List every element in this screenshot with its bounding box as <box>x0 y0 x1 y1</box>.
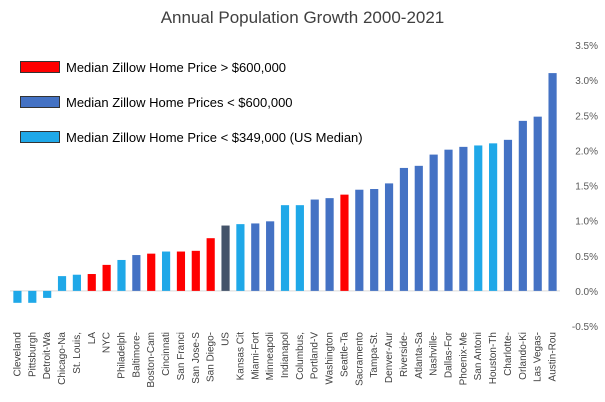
bar <box>191 250 200 291</box>
legend-label: Median Zillow Home Price < $349,000 (US … <box>66 129 363 145</box>
bar <box>384 183 394 291</box>
bar <box>355 189 364 291</box>
x-tick-label: US <box>221 332 232 346</box>
bar <box>280 205 290 291</box>
x-tick-label: LA <box>87 332 98 345</box>
x-tick-label: Miami-Fort <box>250 332 261 380</box>
bar <box>28 290 37 303</box>
y-tick-label: 1.5% <box>575 182 598 193</box>
bar <box>503 139 513 291</box>
bar <box>414 165 423 291</box>
bar <box>444 149 453 291</box>
x-tick-label: Minneapoli <box>265 332 276 380</box>
x-tick-label: Columbus, <box>295 332 306 380</box>
x-tick-label: Kansas Cit <box>235 332 246 381</box>
bar <box>161 251 171 291</box>
bar <box>43 290 52 298</box>
bar <box>221 225 230 291</box>
chart-title: Annual Population Growth 2000-2021 <box>160 8 445 27</box>
x-tick-label: Phoenix-Me <box>458 332 469 386</box>
bar <box>236 224 245 291</box>
x-tick-label: San Franci <box>176 332 187 380</box>
x-tick-label: Charlotte- <box>503 332 514 376</box>
bar <box>102 264 111 291</box>
x-tick-label: Austin-Rou <box>548 332 559 381</box>
legend-label: Median Zillow Home Prices < $600,000 <box>66 94 293 110</box>
bar <box>518 120 527 291</box>
x-tick-label: St. Louis, <box>72 332 83 374</box>
bar <box>266 221 275 291</box>
x-tick-label: Washington <box>325 332 336 384</box>
bar <box>399 167 409 291</box>
legend-label: Median Zillow Home Price > $600,000 <box>66 59 287 75</box>
bar <box>340 194 349 291</box>
x-tick-label: Cleveland <box>12 332 23 376</box>
x-tick-label: Nashville- <box>429 332 440 376</box>
x-tick-label: NYC <box>102 332 113 353</box>
bar <box>370 189 379 291</box>
x-tick-label: Portland-V <box>310 332 321 380</box>
y-tick-label: 0.5% <box>575 252 598 263</box>
x-tick-label: Dallas-For <box>444 331 455 378</box>
x-tick-label: Riverside- <box>399 332 410 377</box>
x-tick-label: Philadelph <box>116 332 127 379</box>
y-tick-label: 2.0% <box>575 146 598 157</box>
bar <box>533 116 542 291</box>
x-tick-label: San Jose-S <box>191 332 202 384</box>
y-tick-label: 2.5% <box>575 111 598 122</box>
x-tick-label: Houston-Th <box>488 332 499 384</box>
bar <box>295 205 304 291</box>
x-tick-label: Las Vegas- <box>533 332 544 382</box>
x-tick-label: Boston-Cam <box>146 332 157 388</box>
y-tick-label: 3.0% <box>575 76 598 87</box>
x-tick-label: Tampa-St. <box>369 332 380 378</box>
x-tick-label: Denver-Aur <box>384 331 395 383</box>
bar <box>489 143 498 291</box>
x-tick-label: Detroit-Wa <box>42 332 53 380</box>
bar <box>13 290 22 303</box>
y-tick-label: 1.0% <box>575 217 598 228</box>
bar <box>429 154 438 291</box>
x-tick-label: Baltimore- <box>131 332 142 378</box>
bar <box>57 276 67 291</box>
legend-swatch-light-blue <box>20 131 60 143</box>
y-tick-label: 0.0% <box>575 287 598 298</box>
bar <box>310 199 319 291</box>
bar <box>87 274 96 291</box>
x-tick-label: Sacramento <box>354 332 365 386</box>
x-tick-label: Pittsburgh <box>27 332 38 377</box>
bar <box>72 274 81 291</box>
bar <box>147 253 156 291</box>
x-tick-label: San Antoni <box>473 332 484 380</box>
x-tick-label: Indianapol <box>280 332 291 378</box>
y-tick-label: 3.5% <box>575 41 598 52</box>
bar <box>251 223 260 291</box>
legend-item-under-600k: Median Zillow Home Prices < $600,000 <box>20 94 293 110</box>
legend-item-over-600k: Median Zillow Home Price > $600,000 <box>20 59 286 75</box>
y-tick-label: -0.5% <box>572 322 598 333</box>
x-tick-label: Cincinnati <box>161 332 172 376</box>
bar <box>132 255 141 291</box>
bar <box>474 145 483 291</box>
bar <box>459 146 468 291</box>
x-tick-label: Atlanta-Sa <box>414 332 425 379</box>
legend-swatch-red <box>20 61 60 73</box>
bar <box>325 198 334 291</box>
legend-swatch-blue <box>20 96 60 108</box>
legend-item-under-349k: Median Zillow Home Price < $349,000 (US … <box>20 129 363 145</box>
bar <box>548 73 557 291</box>
bar <box>206 238 215 291</box>
x-tick-label: Chicago-Na <box>57 332 68 385</box>
x-tick-label: San Diego- <box>206 332 217 382</box>
bar <box>176 251 186 291</box>
bar <box>117 259 126 291</box>
x-tick-label: Seattle-Ta <box>339 332 350 377</box>
x-tick-label: Orlando-Ki <box>518 332 529 380</box>
